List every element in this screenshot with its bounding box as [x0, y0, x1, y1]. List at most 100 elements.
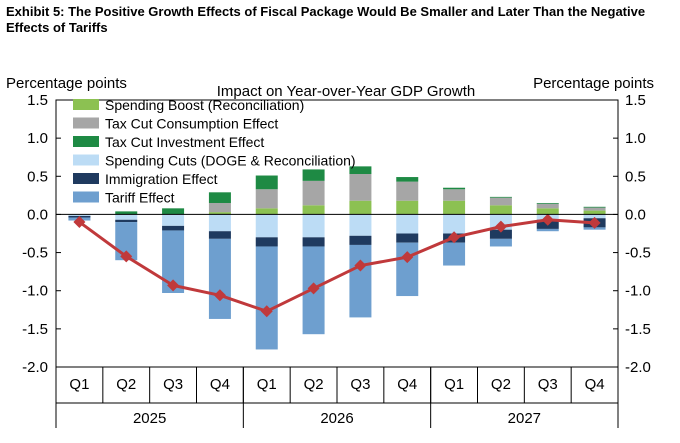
- x-tick-label: Q4: [585, 376, 605, 393]
- bar-segment: [68, 214, 91, 216]
- legend-label: Tax Cut Consumption Effect: [105, 116, 278, 132]
- bar-segment: [396, 177, 419, 182]
- total-point: [354, 259, 367, 272]
- bar-segment: [443, 214, 466, 234]
- x-tick-label: Q3: [350, 376, 370, 393]
- bar-segment: [349, 244, 372, 318]
- bar-segment: [349, 235, 372, 245]
- y-tick-label-left: 0.5: [27, 168, 48, 185]
- total-point: [260, 305, 273, 318]
- x-tick-label: Q4: [210, 376, 230, 393]
- chart-title: Impact on Year-over-Year GDP Growth: [217, 83, 475, 100]
- bar-segment: [536, 203, 559, 209]
- y-tick-label-left: 1.0: [27, 130, 48, 147]
- total-point: [541, 213, 554, 226]
- x-tick-label: Q2: [116, 376, 136, 393]
- bar-segment: [302, 169, 325, 181]
- bar-segment: [536, 228, 559, 232]
- x-tick-label: Q2: [304, 376, 324, 393]
- bar-segment: [208, 231, 231, 239]
- total-point: [307, 282, 320, 295]
- bar-segment: [349, 200, 372, 215]
- y-tick-label-right: -1.5: [625, 321, 651, 338]
- bar-segment: [489, 238, 512, 247]
- x-tick-label: Q1: [444, 376, 464, 393]
- bar-segment: [583, 207, 606, 211]
- bar-segment: [115, 211, 138, 215]
- legend-swatch: [73, 99, 99, 110]
- y-tick-label-right: -0.5: [625, 245, 651, 262]
- y-tick-label-left: 0.0: [27, 206, 48, 223]
- legend: Spending Boost (Reconciliation) Tax Cut C…: [73, 97, 356, 206]
- bar-segment: [115, 214, 138, 220]
- bar-segment: [162, 230, 185, 293]
- legend-swatch: [73, 117, 99, 129]
- bar-segment: [489, 197, 512, 206]
- total-point: [167, 279, 180, 292]
- bar-segment: [489, 196, 512, 198]
- legend-label: Tax Cut Investment Effect: [105, 134, 264, 150]
- y-tick-label-right: 1.5: [625, 92, 646, 109]
- y-tick-label-left: -1.5: [22, 321, 48, 338]
- total-point: [120, 250, 133, 263]
- bar-segment: [255, 246, 278, 350]
- bar-segment: [162, 214, 185, 226]
- bar-segment: [302, 214, 325, 238]
- bar-segment: [255, 237, 278, 247]
- bar-segment: [489, 205, 512, 215]
- x-tick-label: Q1: [69, 376, 89, 393]
- legend-swatch: [73, 173, 99, 184]
- bar-segment: [208, 202, 231, 213]
- legend-swatch: [73, 154, 99, 166]
- bar-segment: [208, 192, 231, 203]
- x-tick-label: Q4: [397, 376, 417, 393]
- legend-label: Spending Boost (Reconciliation): [105, 97, 304, 113]
- bar-segment: [443, 189, 466, 201]
- total-point: [588, 216, 601, 229]
- bar-segment: [443, 187, 466, 190]
- total-point: [494, 220, 507, 233]
- y-axis-label-left: Percentage points: [6, 75, 127, 92]
- bar-segment: [396, 214, 419, 234]
- y-axis-label-right: Percentage points: [533, 75, 654, 92]
- bar-segment: [162, 208, 185, 215]
- y-tick-label-left: 1.5: [27, 92, 48, 109]
- bar-segment: [396, 242, 419, 297]
- y-tick-label-right: -1.0: [625, 283, 651, 300]
- legend-swatch: [73, 136, 99, 147]
- total-line: [78, 218, 595, 313]
- y-tick-label-left: -1.0: [22, 283, 48, 300]
- bar-segment: [583, 214, 606, 219]
- bar-segment: [443, 242, 466, 266]
- bar-segment: [489, 229, 512, 239]
- bar-segment: [255, 189, 278, 209]
- bars-layer: [68, 166, 606, 350]
- bar-segment: [302, 237, 325, 247]
- y-tick-label-right: -2.0: [625, 359, 651, 376]
- bar-segment: [115, 219, 138, 223]
- y-tick-label-left: -0.5: [22, 245, 48, 262]
- bar-segment: [302, 180, 325, 206]
- year-label: 2025: [133, 410, 166, 427]
- bar-segment: [443, 200, 466, 215]
- bar-segment: [255, 214, 278, 238]
- year-label: 2026: [320, 410, 353, 427]
- total-point: [213, 289, 226, 302]
- y-tick-label-right: 0.5: [625, 168, 646, 185]
- x-tick-label: Q3: [163, 376, 183, 393]
- bar-segment: [396, 233, 419, 243]
- total-line-layer: [73, 213, 601, 318]
- exhibit-title: Exhibit 5: The Positive Growth Effects o…: [6, 4, 646, 35]
- bar-segment: [349, 166, 372, 174]
- year-label: 2027: [508, 410, 541, 427]
- bar-segment: [536, 208, 559, 215]
- legend-label: Immigration Effect: [105, 171, 218, 187]
- bar-segment: [162, 225, 185, 231]
- bar-segment: [255, 208, 278, 215]
- total-point: [73, 216, 86, 229]
- bar-segment: [536, 202, 559, 204]
- bar-segment: [583, 206, 606, 208]
- y-tick-label-left: -2.0: [22, 359, 48, 376]
- x-tick-label: Q1: [257, 376, 277, 393]
